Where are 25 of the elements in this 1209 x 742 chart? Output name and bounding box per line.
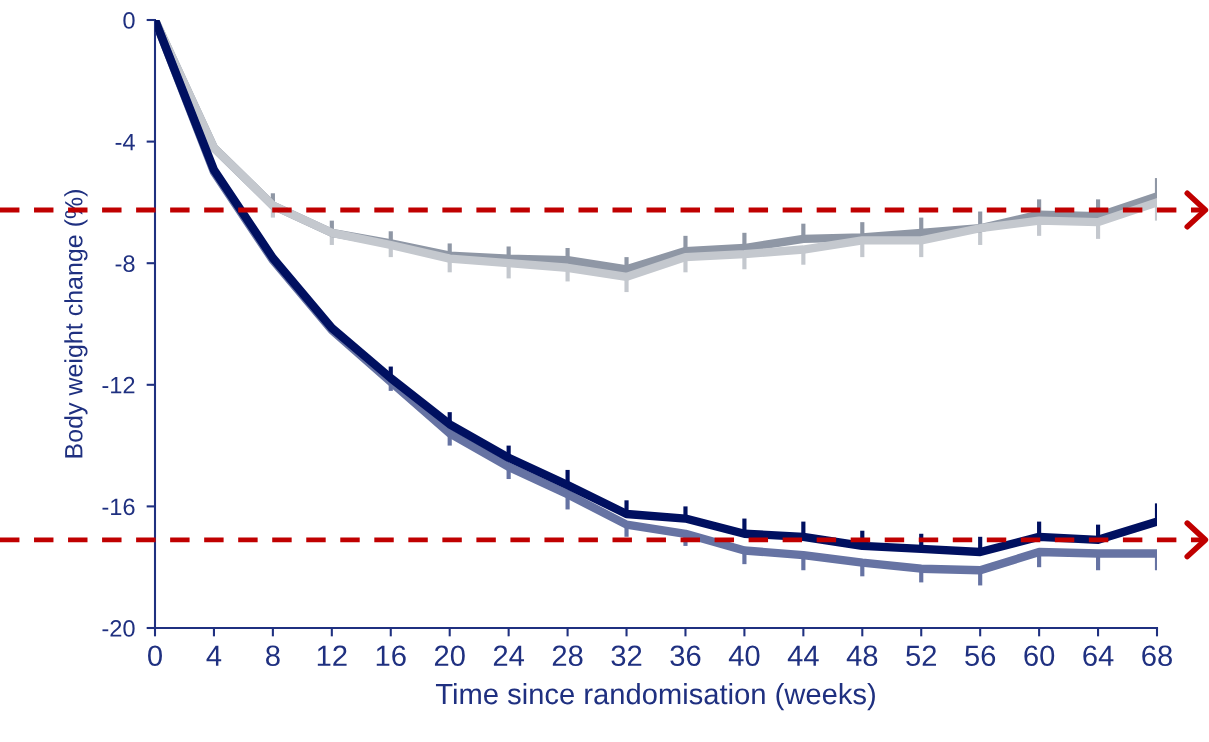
y-tick-label: 0 — [123, 12, 135, 29]
x-tick-label: 32 — [611, 645, 642, 667]
x-tick-label: 20 — [434, 645, 465, 667]
x-tick-label: 0 — [148, 645, 162, 667]
x-tick-label: 68 — [1142, 645, 1172, 667]
y-tick-label: -16 — [102, 498, 135, 516]
x-tick-label: 4 — [206, 645, 222, 666]
x-tick-label: 28 — [552, 645, 583, 667]
x-tick-label: 60 — [1024, 645, 1055, 667]
x-tick-label: 8 — [266, 645, 280, 667]
x-tick-label: 36 — [670, 645, 701, 667]
x-axis-title: Time since randomisation (weeks) — [435, 682, 875, 711]
y-tick-label: -20 — [102, 620, 135, 637]
x-tick-label: 16 — [376, 645, 406, 667]
x-tick-label: 24 — [493, 645, 525, 666]
x-tick-label: 40 — [728, 645, 760, 667]
x-tick-label: 52 — [906, 645, 936, 667]
x-tick-label: 64 — [1083, 645, 1114, 667]
x-tick-label: 44 — [787, 645, 819, 666]
x-tick-label: 12 — [317, 645, 347, 666]
y-tick-label: -8 — [115, 255, 135, 272]
x-tick-label: 48 — [846, 645, 878, 667]
x-tick-label: 56 — [965, 645, 996, 667]
y-tick-label: -12 — [102, 376, 135, 394]
y-tick-label: -4 — [115, 133, 135, 151]
